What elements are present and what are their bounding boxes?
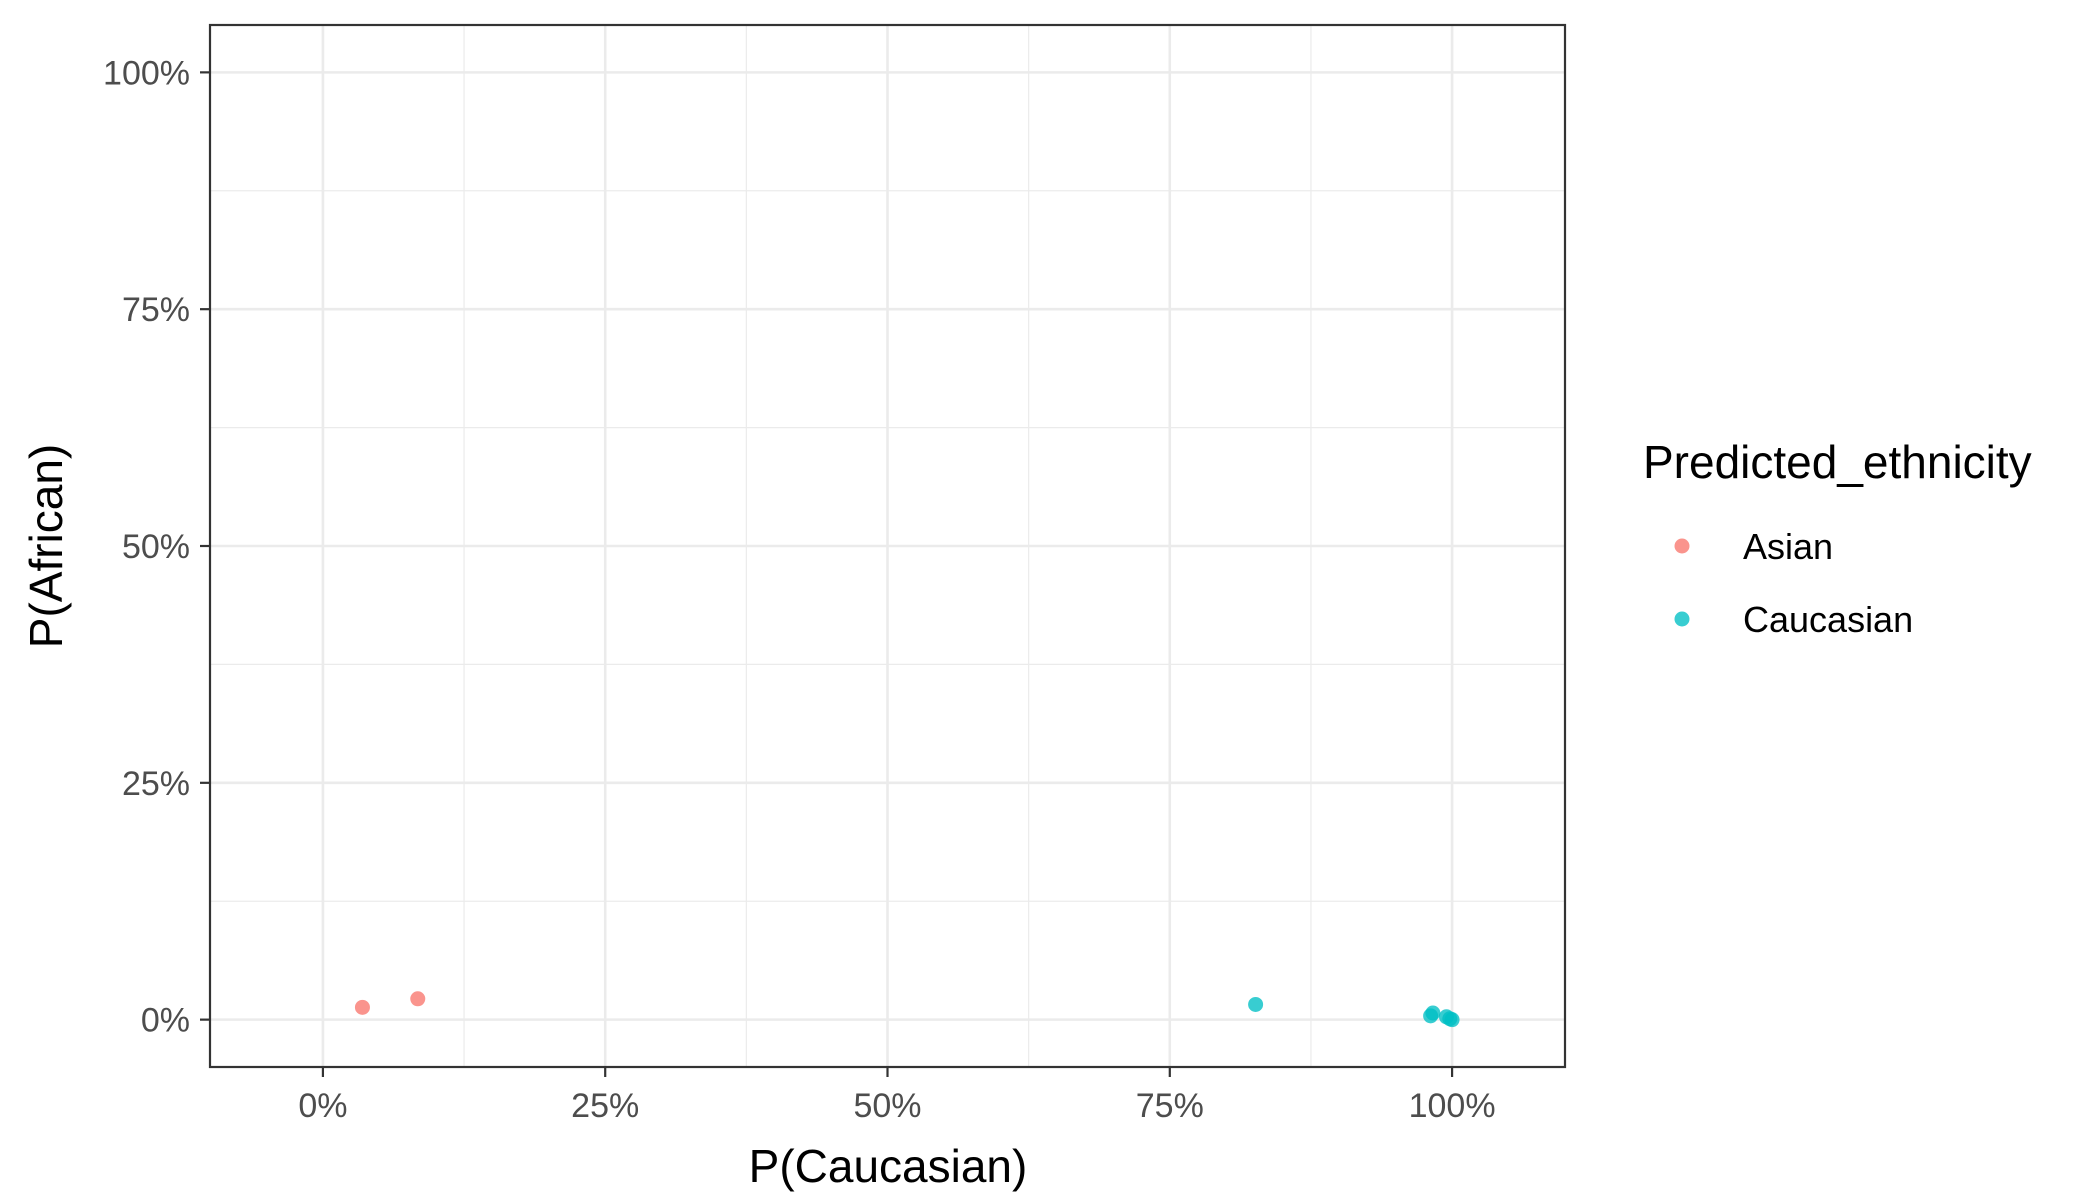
legend-title: Predicted_ethnicity [1643, 436, 2032, 488]
plot-panel [208, 23, 1567, 1069]
x-axis: 0% 25% 50% 75% 100% [298, 1067, 1496, 1125]
x-tick-label: 75% [1136, 1087, 1204, 1125]
legend-items: Asian Caucasian [1674, 526, 1913, 640]
data-point-caucasian [1248, 996, 1264, 1012]
legend-label-asian: Asian [1743, 526, 1833, 567]
data-points [354, 991, 1460, 1028]
y-tick-label: 0% [141, 1002, 190, 1040]
major-gridlines [210, 25, 1565, 1067]
y-tick-label: 75% [122, 291, 190, 329]
data-point-asian [410, 991, 426, 1007]
legend-key-asian [1674, 538, 1690, 554]
data-point-asian [354, 999, 370, 1015]
x-axis-title: P(Caucasian) [749, 1140, 1028, 1192]
legend-label-caucasian: Caucasian [1743, 599, 1913, 640]
y-axis-title: P(African) [20, 444, 72, 648]
y-tick-label: 100% [103, 54, 190, 92]
legend: Predicted_ethnicity Asian Caucasian [1643, 436, 2032, 640]
x-tick-label: 25% [571, 1087, 639, 1125]
legend-key-caucasian [1674, 611, 1690, 627]
y-tick-label: 50% [122, 528, 190, 566]
y-axis: 0% 25% 50% 75% 100% [103, 54, 210, 1040]
data-point-caucasian [1444, 1012, 1460, 1028]
y-tick-label: 25% [122, 765, 190, 803]
x-tick-label: 100% [1409, 1087, 1496, 1125]
data-point-caucasian [1425, 1005, 1441, 1021]
x-tick-label: 50% [853, 1087, 921, 1125]
x-tick-label: 0% [298, 1087, 347, 1125]
